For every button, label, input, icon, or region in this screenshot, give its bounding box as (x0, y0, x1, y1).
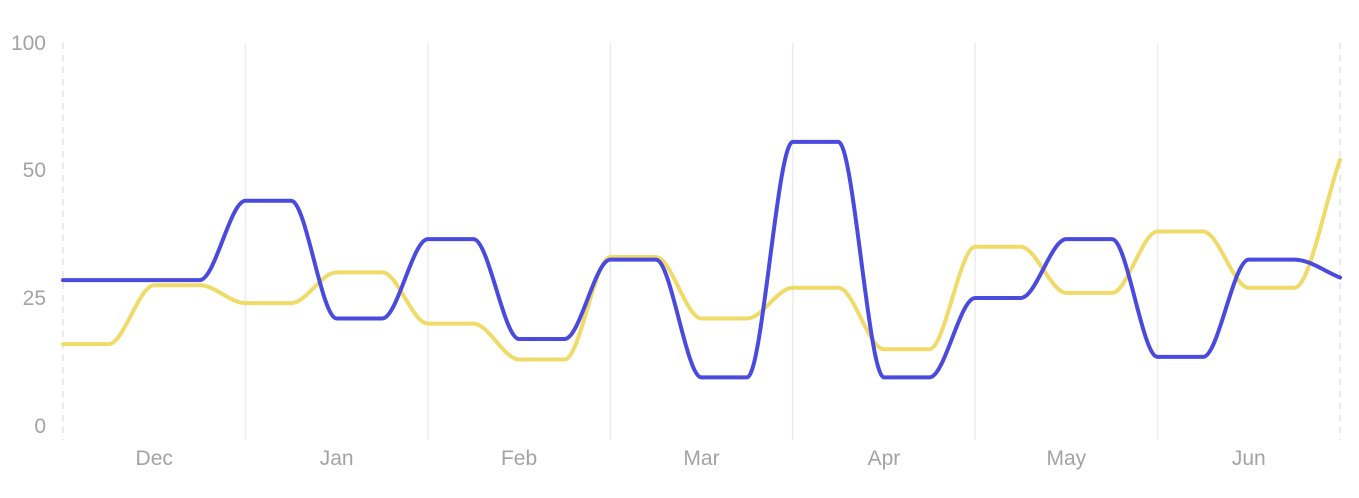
x-tick-label: Mar (683, 447, 719, 470)
series-line-1 (61, 139, 1342, 380)
series-lines (61, 139, 1342, 380)
x-tick-label: Feb (501, 447, 537, 470)
y-tick-label: 25 (23, 287, 46, 310)
series-line-2 (61, 157, 1342, 362)
y-tick-label: 100 (11, 32, 46, 55)
grid-lines (62, 43, 1341, 440)
x-tick-label: Dec (136, 447, 173, 470)
x-axis-ticks: Dec Jan Feb Mar Apr May Jun (136, 447, 1266, 470)
y-tick-label: 50 (23, 159, 46, 182)
y-axis-ticks: 0 25 50 100 (11, 32, 46, 438)
x-tick-label: May (1047, 447, 1087, 470)
x-tick-label: Apr (868, 447, 901, 470)
x-tick-label: Jun (1232, 447, 1266, 470)
x-tick-label: Jan (320, 447, 354, 470)
y-tick-label: 0 (34, 415, 46, 438)
